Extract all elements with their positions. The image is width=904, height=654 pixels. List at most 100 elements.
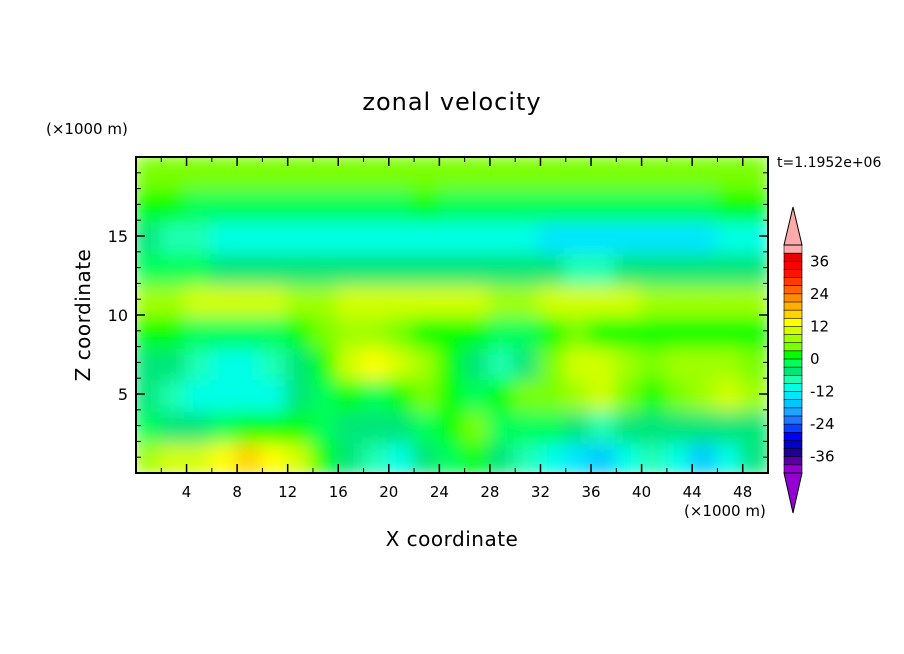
x-axis-ticks: 4 8 12 16 20 24 28 32 36 40 44 48 [160,157,752,501]
field-cell [462,281,492,317]
field-cell [437,218,467,254]
colorbar-segment [783,391,803,401]
field-cell [513,218,543,254]
field-cell [386,376,417,412]
field-cell [563,407,594,444]
colorbar-segment [783,440,803,450]
field-cell [715,186,745,223]
field-cell [336,313,366,349]
field-cell [690,249,720,286]
field-cell [589,186,619,223]
field-cell [285,376,315,412]
z-axis-ticks: 5 10 15 [108,172,768,458]
colorbar-segment [783,269,803,279]
field-cell [235,313,265,349]
colorbar-tick-label: 36 [810,252,829,270]
field-cell [513,439,543,473]
field-cell [361,249,391,286]
field-cell [260,344,290,381]
field-cell [285,249,315,286]
field-cell [513,376,543,412]
colorbar-segment [783,342,803,352]
field-cell [184,344,214,381]
colorbar-segment [783,309,803,319]
field-cell [336,344,366,381]
colorbar-segment [783,383,803,393]
field-cell [159,218,189,254]
field-cell [487,376,518,412]
field-cell [563,218,594,254]
field-cell [740,157,768,191]
field-cell [159,281,189,317]
colorbar-segment [783,277,803,287]
field-cell [386,281,417,317]
field-cell [715,218,745,254]
field-cell [664,313,695,349]
field-cell [235,344,265,381]
colorbar-segment [783,366,803,376]
field-cell [639,407,669,444]
field-cell [209,344,240,381]
field-cell [690,344,720,381]
field-cell [664,281,695,317]
field-cell [589,157,619,191]
x-tick-label: 32 [531,483,550,501]
field-cell [159,439,189,473]
field-cell [336,407,366,444]
field-cell [159,376,189,412]
field-cell [209,439,240,473]
field-cell [538,376,568,412]
field-cell [361,376,391,412]
field-cell [462,344,492,381]
field-cell [310,157,341,191]
colorbar-tick-label: -12 [810,383,835,401]
colorbar-segment [783,448,803,458]
field-cell [639,186,669,223]
colorbar-tick-label: 0 [810,350,820,368]
field-cell [614,376,644,412]
field-cell [538,313,568,349]
field-cell [184,281,214,317]
field-cell [285,439,315,473]
field-cell [260,157,290,191]
field-cell [614,218,644,254]
field-cell [563,376,594,412]
field-cell [386,439,417,473]
field-cell [538,439,568,473]
field-cell [740,439,768,473]
field-cell [235,407,265,444]
field-cell [437,186,467,223]
field-cell [563,249,594,286]
field-cell [310,407,341,444]
field-cell [462,249,492,286]
field-cell [487,344,518,381]
field-cell [614,439,644,473]
field-cell [538,218,568,254]
field-cell [664,344,695,381]
field-cell [361,344,391,381]
x-tick-label: 44 [683,483,702,501]
field-cell [614,344,644,381]
field-cell [664,439,695,473]
field-cell [563,186,594,223]
field-cell [412,218,442,254]
field-cell [487,313,518,349]
field-cell [159,249,189,286]
colorbar-segment [783,334,803,344]
field-cell [589,281,619,317]
field-cell [260,186,290,223]
colorbar-segment [783,423,803,433]
field-cell [563,157,594,191]
colorbar-segment [783,293,803,303]
field-cell [136,157,164,191]
field-cell [487,186,518,223]
field-cell [664,376,695,412]
chart-title: zonal velocity [362,88,542,116]
colorbar-tick-label: -24 [810,415,835,433]
field-cell [336,439,366,473]
field-cell [310,376,341,412]
field-cell [235,157,265,191]
field-cell [462,218,492,254]
field-cell [715,157,745,191]
x-tick-label: 40 [632,483,651,501]
